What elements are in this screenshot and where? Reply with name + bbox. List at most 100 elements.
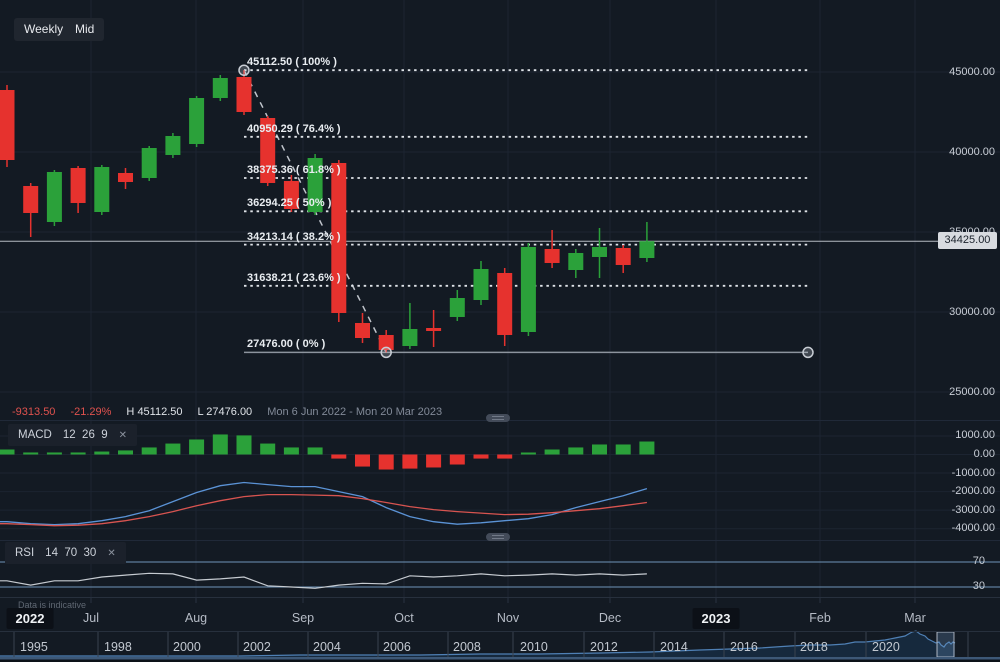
price-axis-label: 40000.00 [949,145,995,158]
nav-year-label: 2004 [313,640,341,654]
fib-level-label: 38375.36 ( 61.8% ) [247,163,341,176]
macd-histogram-bar [0,449,15,455]
month-label: Aug [184,611,208,625]
candle[interactable] [473,268,489,300]
rsi-pane-resize-handle[interactable] [486,533,510,541]
change-percent: -21.29% [70,405,112,418]
nav-year-label: 2020 [872,640,900,654]
macd-axis-label: -4000.00 [951,522,995,535]
macd-histogram-bar [592,444,607,455]
fib-level-label: 27476.00 ( 0% ) [247,338,326,351]
rsi-title: RSI [15,547,35,559]
fib-level-label: 40950.29 ( 76.4% ) [247,122,341,135]
macd-axis-label: 1000.00 [955,429,995,442]
macd-histogram-bar [23,452,39,455]
macd-histogram-bar [94,451,110,455]
candle[interactable] [355,322,370,338]
candle[interactable] [449,298,465,317]
candle[interactable] [118,172,133,182]
date-axis[interactable]: 2022 Jul Aug Sep Oct Nov Dec 2023 Feb Mar [0,597,1000,631]
candle[interactable] [307,158,323,212]
macd-histogram-bar [355,454,370,467]
pane-separator [0,631,1000,632]
month-label: Oct [394,611,414,625]
pane-separator [0,597,1000,598]
macd-histogram-bar [615,444,631,455]
candle[interactable] [260,118,276,183]
fib-handle[interactable] [380,346,392,359]
candle[interactable] [94,166,110,212]
candle[interactable] [639,241,655,258]
candle[interactable] [165,136,181,155]
candle[interactable] [212,78,228,98]
fib-handle[interactable] [802,346,814,359]
nav-year-label: 2016 [730,640,758,654]
history-navigator[interactable]: 1995 1998 2000 2002 2004 2006 2008 2010 2012 2014… [0,631,1000,662]
candle[interactable] [141,148,157,178]
candle[interactable] [520,246,536,332]
candle[interactable] [70,168,86,203]
price-axis-label: 30000.00 [949,305,995,318]
macd-histogram-bar [520,452,536,455]
macd-histogram-bar [141,447,157,455]
macd-histogram-bar [331,454,347,459]
fib-level-label: 36294.25 ( 50% ) [247,197,332,210]
candle[interactable] [402,328,418,346]
candle[interactable] [331,162,347,313]
nav-year-label: 1995 [20,640,48,654]
timeframe-button[interactable]: Weekly [14,18,74,41]
candle[interactable] [46,172,62,222]
nav-year-label: 2018 [800,640,828,654]
candle[interactable] [236,76,252,112]
candle[interactable] [615,248,631,265]
macd-axis-label: -1000.00 [951,466,995,479]
price-type-button[interactable]: Mid [65,18,105,41]
year-marker-label: 2023 [692,608,740,629]
macd-histogram-bar [568,447,584,455]
macd-axis-label: -3000.00 [951,503,995,516]
rsi-axis-label: 30 [972,580,985,592]
indicative-note: Data is indicative [18,600,87,610]
macd-histogram-bar [189,439,205,455]
candle[interactable] [283,180,299,209]
candle[interactable] [568,252,584,270]
candle[interactable] [426,328,442,331]
macd-histogram-bar [473,454,489,459]
close-icon[interactable]: ✕ [118,429,128,441]
date-range: Mon 6 Jun 2022 - Mon 20 Mar 2023 [267,405,443,418]
candle[interactable] [189,98,205,144]
current-price-badge: 34425.00 [938,232,997,249]
nav-area-line [0,630,956,657]
macd-histogram-bar [307,447,323,455]
nav-scrollbar[interactable] [0,657,1000,660]
macd-histogram-bar [165,443,181,455]
candle[interactable] [378,334,394,350]
candle[interactable] [23,186,39,213]
macd-signal-line [0,493,647,527]
macd-histogram-bar [70,452,86,455]
month-label: Dec [598,611,622,625]
macd-histogram-bar [402,454,418,469]
fib-handle[interactable] [238,64,250,76]
candle[interactable] [592,246,607,257]
macd-histogram-bar [378,454,394,470]
macd-histogram-bar [544,449,560,455]
rsi-line [0,572,647,589]
candle[interactable] [544,248,560,263]
rsi-legend: RSI 14 70 30 ✕ [5,542,126,564]
macd-axis-label: -2000.00 [951,485,995,498]
close-icon[interactable]: ✕ [107,547,116,559]
candle[interactable] [0,90,15,160]
nav-area[interactable] [0,631,955,657]
macd-axis-label: 0.00 [973,448,995,460]
candle[interactable] [497,272,513,335]
change-value: -9313.50 [12,405,56,418]
macd-line [0,481,648,526]
price-axis-label: 25000.00 [949,385,995,398]
macd-pane-resize-handle[interactable] [486,414,510,422]
year-marker-label: 2022 [6,608,54,629]
high-value: H 45112.50 [126,405,183,418]
macd-title: MACD [18,429,52,441]
macd-legend: MACD 12 26 9 ✕ [8,424,138,446]
